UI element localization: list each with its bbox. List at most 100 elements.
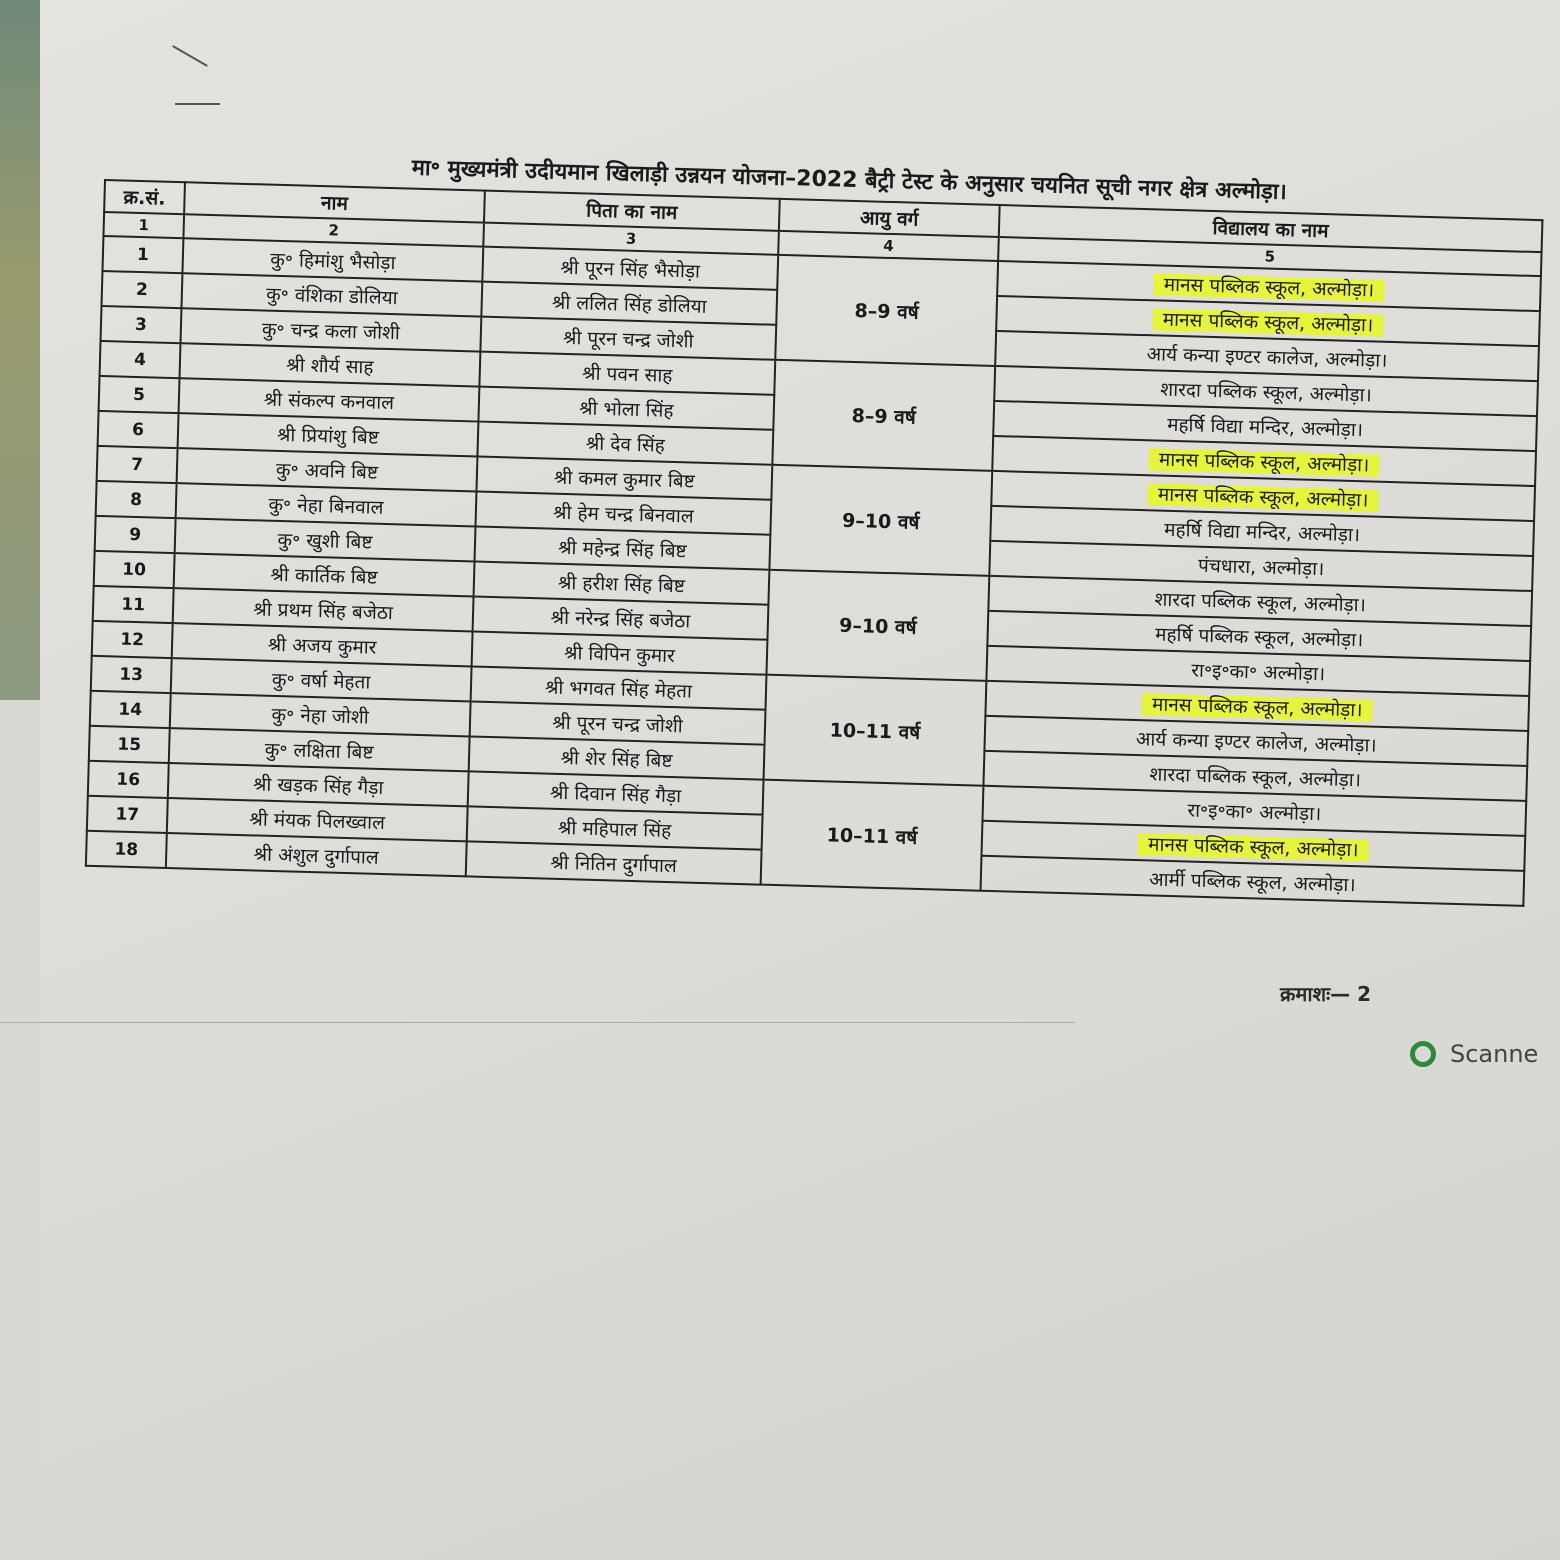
father-name-cell-text: श्री ललित सिंह डोलिया xyxy=(551,291,707,318)
age-group-cell: 8–9 वर्ष xyxy=(772,359,996,471)
name-cell-text: कु॰ चन्द्र कला जोशी xyxy=(261,317,401,344)
serial-number-cell: 12 xyxy=(91,620,173,659)
school-cell-text: शारदा पब्लिक स्कूल, अल्मोड़ा। xyxy=(1149,762,1362,791)
serial-number-cell-text: 8 xyxy=(129,489,143,510)
serial-number-cell: 4 xyxy=(99,340,181,379)
father-name-cell-text: श्री भोला सिंह xyxy=(578,396,674,422)
school-cell-text: आर्य कन्या इण्टर कालेज, अल्मोड़ा। xyxy=(1146,342,1388,372)
serial-number-cell: 7 xyxy=(96,445,178,484)
serial-number-cell: 10 xyxy=(93,550,175,589)
scanner-watermark: Scanne xyxy=(1410,1040,1538,1068)
age-group-cell: 8–9 वर्ष xyxy=(775,254,999,366)
school-cell-text: मानस पब्लिक स्कूल, अल्मोड़ा। xyxy=(1141,692,1373,722)
father-name-cell-text: श्री हेम चन्द्र बिनवाल xyxy=(552,501,695,528)
father-name-cell-text: श्री पूरन चन्द्र जोशी xyxy=(552,711,684,737)
father-name-cell: श्री नितिन दुर्गापाल xyxy=(465,841,762,885)
pen-mark xyxy=(175,103,220,105)
serial-number-cell-text: 11 xyxy=(121,594,146,615)
name-cell-text: श्री प्रियांशु बिष्ट xyxy=(276,423,380,449)
serial-number-cell-text: 4 xyxy=(133,349,147,370)
paper-sheet xyxy=(40,0,1560,1560)
father-name-cell-text: श्री महिपाल सिंह xyxy=(557,816,672,842)
serial-number-cell-text: 10 xyxy=(122,559,147,580)
name-cell-text: श्री प्रथम सिंह बजेठा xyxy=(253,597,394,624)
serial-number-cell-text: 9 xyxy=(128,524,142,545)
name-cell-text: श्री अंशुल दुर्गापाल xyxy=(253,842,380,869)
father-name-cell-text: श्री नितिन दुर्गापाल xyxy=(550,851,678,877)
serial-number-cell: 1 xyxy=(102,235,184,274)
age-group-cell-text: 8–9 वर्ष xyxy=(854,299,920,324)
school-cell-text: मानस पब्लिक स्कूल, अल्मोड़ा। xyxy=(1152,307,1384,337)
serial-number-cell-text: 5 xyxy=(132,384,146,405)
serial-number-cell: 17 xyxy=(86,795,168,833)
serial-number-cell-text: 17 xyxy=(115,804,140,825)
school-cell-text: मानस पब्लिक स्कूल, अल्मोड़ा। xyxy=(1153,272,1385,302)
serial-number-cell: 15 xyxy=(88,725,170,764)
serial-number-cell: 6 xyxy=(97,410,179,449)
age-group-cell: 10–11 वर्ष xyxy=(763,674,987,786)
name-cell-text: कु॰ नेहा जोशी xyxy=(271,703,370,729)
name-cell-text: कु॰ वंशिका डोलिया xyxy=(265,283,398,309)
page-divider xyxy=(0,1022,1075,1023)
serial-number-cell-text: 15 xyxy=(117,734,142,755)
school-cell-text: आर्य कन्या इण्टर कालेज, अल्मोड़ा। xyxy=(1135,727,1377,757)
name-cell-text: कु॰ हिमांशु भैसोड़ा xyxy=(269,248,396,274)
age-group-cell: 10–11 वर्ष xyxy=(760,779,984,891)
school-cell-text: महर्षि विद्या मन्दिर, अल्मोड़ा। xyxy=(1166,413,1364,441)
school-cell-text: महर्षि पब्लिक स्कूल, अल्मोड़ा। xyxy=(1154,623,1364,651)
name-cell-text: कु॰ अवनि बिष्ट xyxy=(275,458,379,484)
age-group-cell-text: 10–11 वर्ष xyxy=(826,823,918,849)
scanner-logo-icon xyxy=(1410,1041,1436,1067)
serial-number-cell: 14 xyxy=(89,690,171,729)
father-name-cell-text: श्री देव सिंह xyxy=(585,432,666,457)
father-name-cell-text: श्री हरीश सिंह बिष्ट xyxy=(557,571,686,597)
school-cell-text: महर्षि विद्या मन्दिर, अल्मोड़ा। xyxy=(1163,518,1361,546)
age-group-cell-text: 10–11 वर्ष xyxy=(829,718,921,744)
serial-number-cell: 9 xyxy=(94,515,176,554)
serial-number-cell: 5 xyxy=(98,375,180,414)
serial-number-cell: 18 xyxy=(85,830,167,868)
school-cell-text: शारदा पब्लिक स्कूल, अल्मोड़ा। xyxy=(1160,378,1373,406)
serial-number-cell: 16 xyxy=(87,760,169,799)
school-cell-text: शारदा पब्लिक स्कूल, अल्मोड़ा। xyxy=(1154,587,1367,616)
column-number: 1 xyxy=(103,212,185,239)
serial-number-cell: 8 xyxy=(95,480,177,519)
name-cell-text: श्री अजय कुमार xyxy=(267,633,377,659)
serial-number-cell-text: 2 xyxy=(135,279,149,300)
father-name-cell-text: श्री महेन्द्र सिंह बिष्ट xyxy=(557,536,688,562)
age-group-cell: 9–10 वर्ष xyxy=(769,464,993,576)
name-cell-text: कु॰ खुशी बिष्ट xyxy=(277,528,373,554)
serial-number-cell-text: 3 xyxy=(134,314,148,335)
column-header-sn: क्र.सं. xyxy=(104,180,185,215)
father-name-cell-text: श्री पवन साह xyxy=(581,361,673,387)
serial-number-cell-text: 14 xyxy=(118,699,143,720)
name-cell-text: कु॰ वर्षा मेहता xyxy=(271,668,371,694)
father-name-cell-text: श्री पूरन सिंह भैसोड़ा xyxy=(560,256,701,283)
age-group-cell-text: 9–10 वर्ष xyxy=(838,614,917,639)
name-cell-text: श्री कार्तिक बिष्ट xyxy=(270,563,378,589)
serial-number-cell: 13 xyxy=(90,655,172,694)
school-cell-text: मानस पब्लिक स्कूल, अल्मोड़ा। xyxy=(1147,482,1379,512)
serial-number-cell-text: 13 xyxy=(119,664,144,685)
serial-number-cell-text: 18 xyxy=(114,839,139,860)
age-group-cell: 9–10 वर्ष xyxy=(766,569,990,681)
father-name-cell-text: श्री नरेन्द्र सिंह बजेठा xyxy=(550,606,691,633)
watermark-text: Scanne xyxy=(1450,1040,1539,1068)
father-name-cell-text: श्री विपिन कुमार xyxy=(563,641,676,667)
school-cell-text: रा॰इ॰का॰ अल्मोड़ा। xyxy=(1187,798,1322,825)
school-cell-text: आर्मी पब्लिक स्कूल, अल्मोड़ा। xyxy=(1148,867,1356,896)
name-cell-text: श्री संकल्प कनवाल xyxy=(263,388,395,414)
continuation-note: क्रमाशः— 2 xyxy=(1280,982,1372,1006)
serial-number-cell-text: 7 xyxy=(130,454,144,475)
school-cell-text: पंचधारा, अल्मोड़ा। xyxy=(1197,554,1325,580)
age-group-cell-text: 8–9 वर्ष xyxy=(851,404,917,429)
serial-number-cell: 2 xyxy=(101,270,183,309)
school-cell-text: मानस पब्लिक स्कूल, अल्मोड़ा। xyxy=(1137,832,1369,862)
serial-number-cell: 11 xyxy=(92,585,174,624)
name-cell-text: कु॰ लक्षिता बिष्ट xyxy=(264,738,374,764)
serial-number-cell-text: 6 xyxy=(131,419,145,440)
name-cell-text: श्री शौर्य साह xyxy=(286,353,374,379)
name-cell-text: श्री मंयक पिलख्वाल xyxy=(249,807,386,834)
father-name-cell-text: श्री पूरन चन्द्र जोशी xyxy=(562,326,694,353)
age-group-cell-text: 9–10 वर्ष xyxy=(841,509,920,534)
